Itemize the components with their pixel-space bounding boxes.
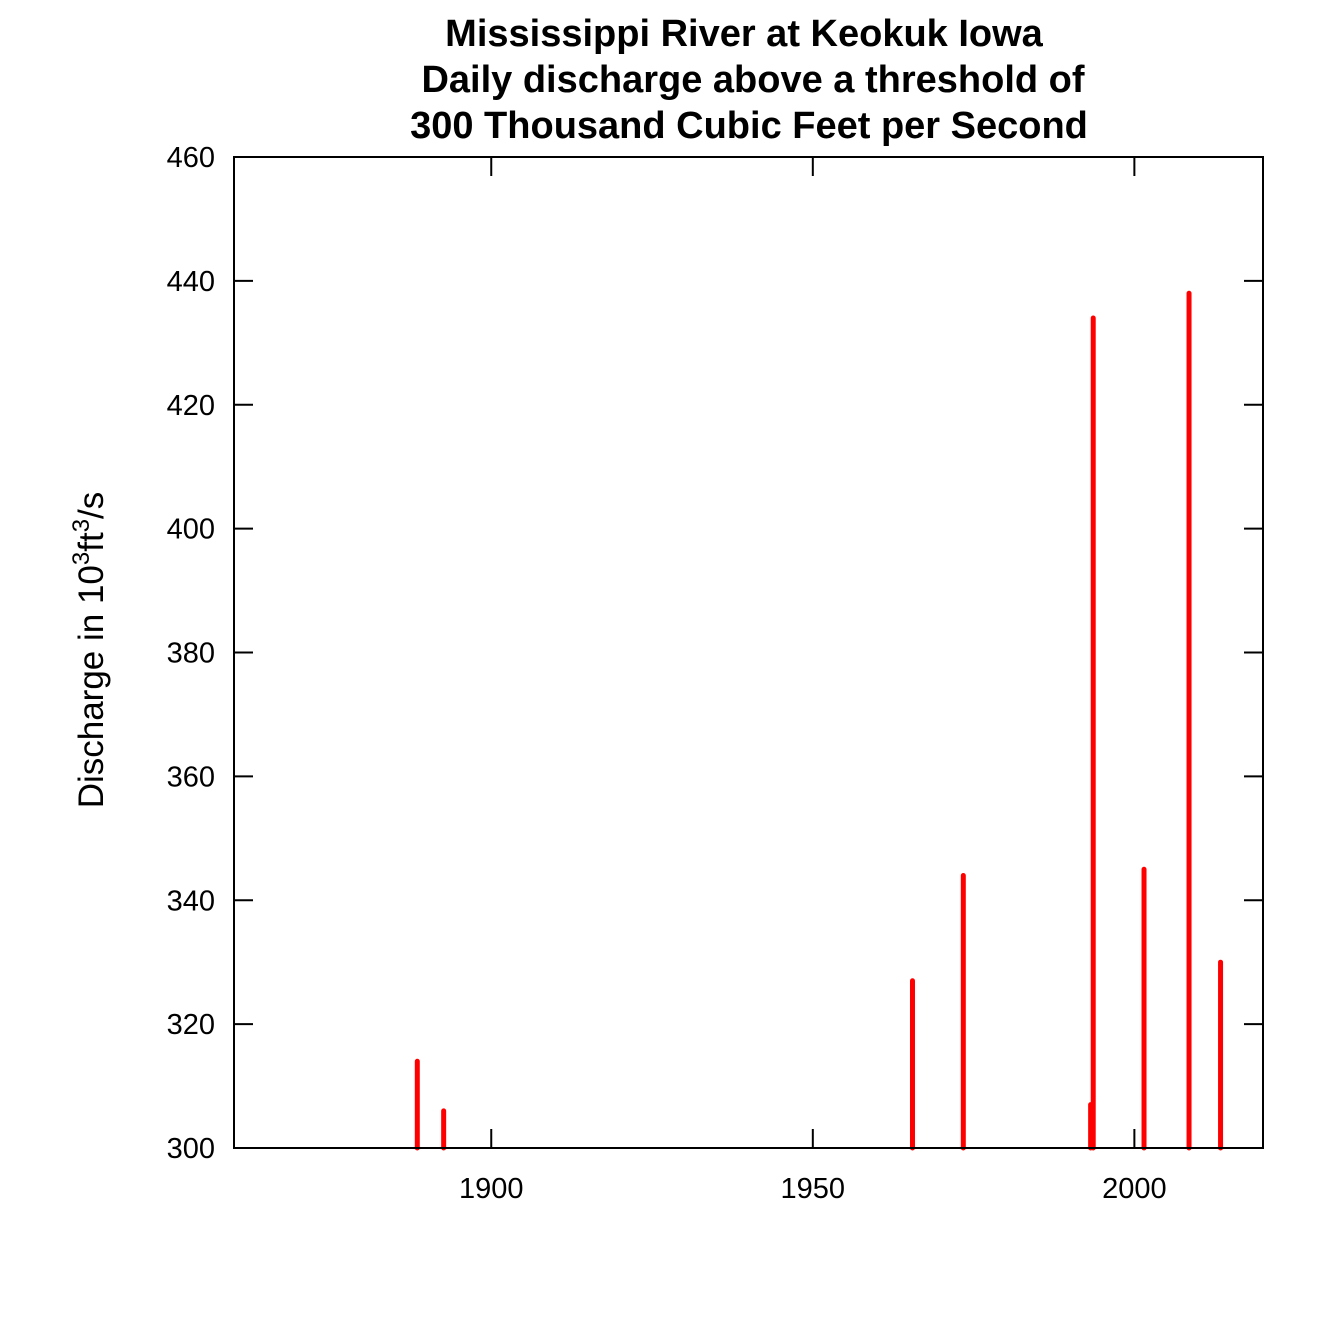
y-tick-label: 380 [167,638,215,670]
y-label-prefix: Discharge in 10 [72,565,111,808]
chart-title: Mississippi River at Keokuk Iowa Daily d… [410,13,1088,147]
y-label-suffix: /s [72,492,111,519]
discharge-bars [414,290,1224,1151]
y-tick-label: 360 [167,761,215,793]
y-tick-label: 300 [167,1133,215,1165]
y-tick-label: 440 [167,266,215,298]
axis-ticks: 300 320 340 360 380 400 420 440 460 1900 1950 2000 [167,142,1263,1205]
y-tick-label: 460 [167,142,215,174]
y-axis-label: Discharge in 103ft3/s [68,492,111,809]
y-tick-label: 340 [167,885,215,917]
plot-frame [233,156,1264,1149]
y-label-unit: ft [72,532,111,552]
y-tick-label: 320 [167,1009,215,1041]
x-tick-label: 1950 [781,1173,846,1205]
title-line-2: Daily discharge above a threshold of [421,59,1084,101]
y-tick-label: 420 [167,390,215,422]
y-label-sup-2: 3 [68,519,95,532]
y-label-sup-1: 3 [68,552,95,565]
y-tick-label: 400 [167,514,215,546]
x-tick-label: 1900 [459,1173,524,1205]
x-tick-label: 2000 [1102,1173,1167,1205]
title-line-1: Mississippi River at Keokuk Iowa [445,13,1044,55]
title-line-3: 300 Thousand Cubic Feet per Second [410,105,1088,147]
